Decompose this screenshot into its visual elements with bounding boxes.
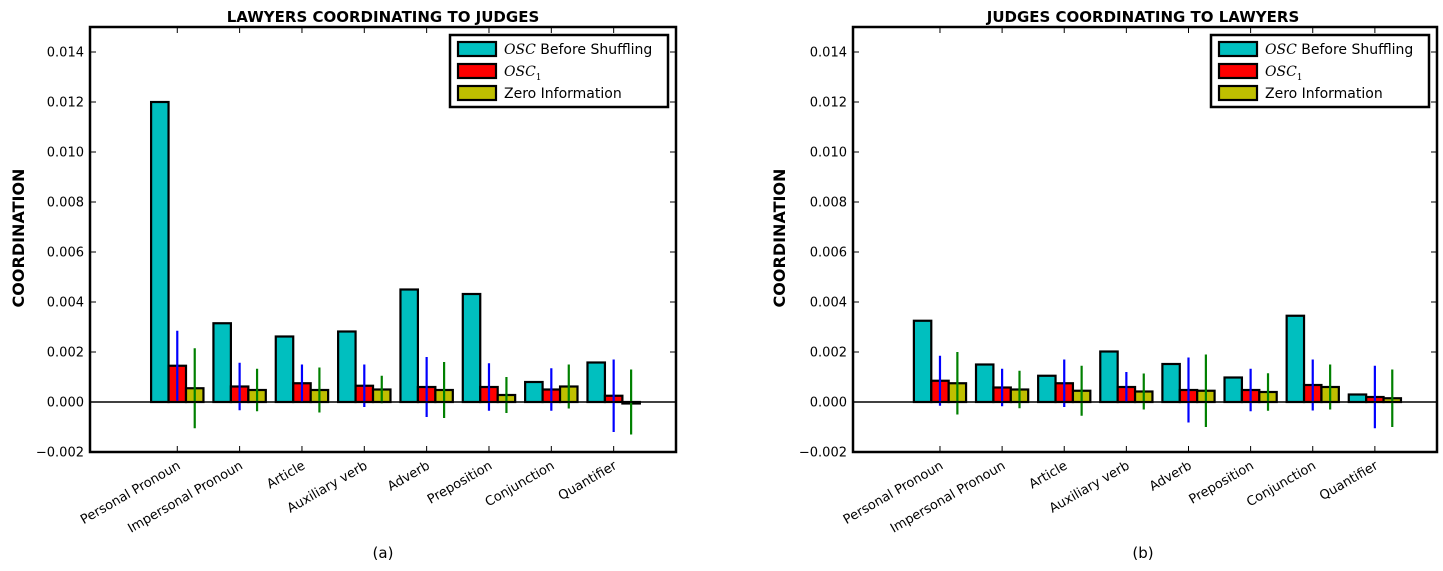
- chart-panel-a: LAWYERS COORDINATING TO JUDGES COORDINAT…: [9, 8, 678, 562]
- y-tick-label: 0.004: [810, 296, 847, 311]
- legend-label: Zero Information: [504, 86, 622, 102]
- y-tick-label: 0.012: [47, 96, 84, 111]
- bar: [461, 292, 482, 404]
- plot-area: −0.002 0.000 0.002 0.004 0.006 0.008 0.010 0.01…: [799, 25, 1439, 537]
- legend-label: OSC Before Shuffling: [504, 42, 652, 58]
- x-tick-label: Quantifier: [556, 458, 620, 504]
- y-tick-label: 0.006: [810, 246, 847, 261]
- bar: [1285, 314, 1306, 404]
- bar: [212, 322, 232, 404]
- chart-title: JUDGES COORDINATING TO LAWYERS: [986, 8, 1300, 26]
- bar: [524, 380, 544, 404]
- x-tick-label: Impersonal Pronoun: [125, 458, 245, 536]
- bar: [974, 363, 995, 404]
- y-tick-label: 0.014: [810, 46, 847, 61]
- legend-label: Zero Information: [1265, 86, 1383, 102]
- bar: [1223, 376, 1244, 404]
- bar: [399, 288, 420, 404]
- y-tick-label: 0.000: [47, 396, 84, 411]
- x-tick-label: Quantifier: [1317, 458, 1381, 504]
- bar: [1037, 374, 1057, 404]
- bar: [1161, 362, 1181, 404]
- bar: [1099, 350, 1119, 404]
- bar: [274, 335, 295, 404]
- plot-area: −0.002 0.000 0.002 0.004 0.006 0.008 0.010 0.01…: [36, 25, 678, 537]
- y-tick-label: 0.004: [47, 296, 84, 311]
- legend-label: OSC1: [1265, 64, 1303, 83]
- y-axis-label: COORDINATION: [770, 169, 789, 308]
- y-tick-label: −0.002: [36, 446, 84, 461]
- axes-frame: [851, 25, 1439, 454]
- bar: [1347, 393, 1368, 404]
- legend-swatch: [456, 84, 498, 102]
- bar: [586, 361, 607, 404]
- x-tick-label: Article: [1027, 458, 1071, 492]
- x-tick-label: Adverb: [385, 458, 433, 494]
- legend-label: OSC Before Shuffling: [1265, 42, 1413, 58]
- panel-caption: (b): [1132, 544, 1153, 562]
- legend-swatch: [1217, 84, 1259, 102]
- legend-swatch: [1217, 62, 1259, 80]
- chart-panel-b: JUDGES COORDINATING TO LAWYERS COORDINAT…: [770, 8, 1439, 562]
- y-axis-label: COORDINATION: [9, 169, 28, 308]
- x-tick-label: Personal Pronoun: [78, 458, 183, 527]
- legend-swatch: [1217, 40, 1259, 58]
- y-tick-label: 0.002: [810, 346, 847, 361]
- x-tick-label: Impersonal Pronoun: [888, 458, 1008, 536]
- y-tick-label: 0.002: [47, 346, 84, 361]
- legend-label: OSC1: [504, 64, 542, 83]
- axes-frame: [88, 25, 678, 454]
- y-tick-label: 0.008: [810, 196, 847, 211]
- bar: [337, 330, 357, 404]
- legend: OSC Before Shuffling OSC1 Zero Information: [448, 33, 670, 109]
- x-tick-label: Personal Pronoun: [841, 458, 946, 527]
- bar: [149, 100, 170, 404]
- x-tick-label: Conjunction: [1244, 458, 1319, 510]
- y-tick-label: 0.012: [810, 96, 847, 111]
- y-tick-label: 0.014: [47, 46, 84, 61]
- y-tick-label: −0.002: [799, 446, 847, 461]
- x-tick-label: Adverb: [1147, 458, 1195, 494]
- y-tick-label: 0.010: [47, 146, 84, 161]
- chart-title: LAWYERS COORDINATING TO JUDGES: [227, 8, 540, 26]
- y-tick-label: 0.000: [810, 396, 847, 411]
- legend-swatch: [456, 62, 498, 80]
- legend-swatch: [456, 40, 498, 58]
- y-tick-label: 0.008: [47, 196, 84, 211]
- y-tick-label: 0.010: [810, 146, 847, 161]
- x-tick-label: Article: [264, 458, 308, 492]
- y-tick-label: 0.006: [47, 246, 84, 261]
- legend: OSC Before Shuffling OSC1 Zero Information: [1209, 33, 1431, 109]
- panel-caption: (a): [373, 544, 394, 562]
- x-tick-label: Conjunction: [483, 458, 558, 510]
- bar: [912, 319, 933, 404]
